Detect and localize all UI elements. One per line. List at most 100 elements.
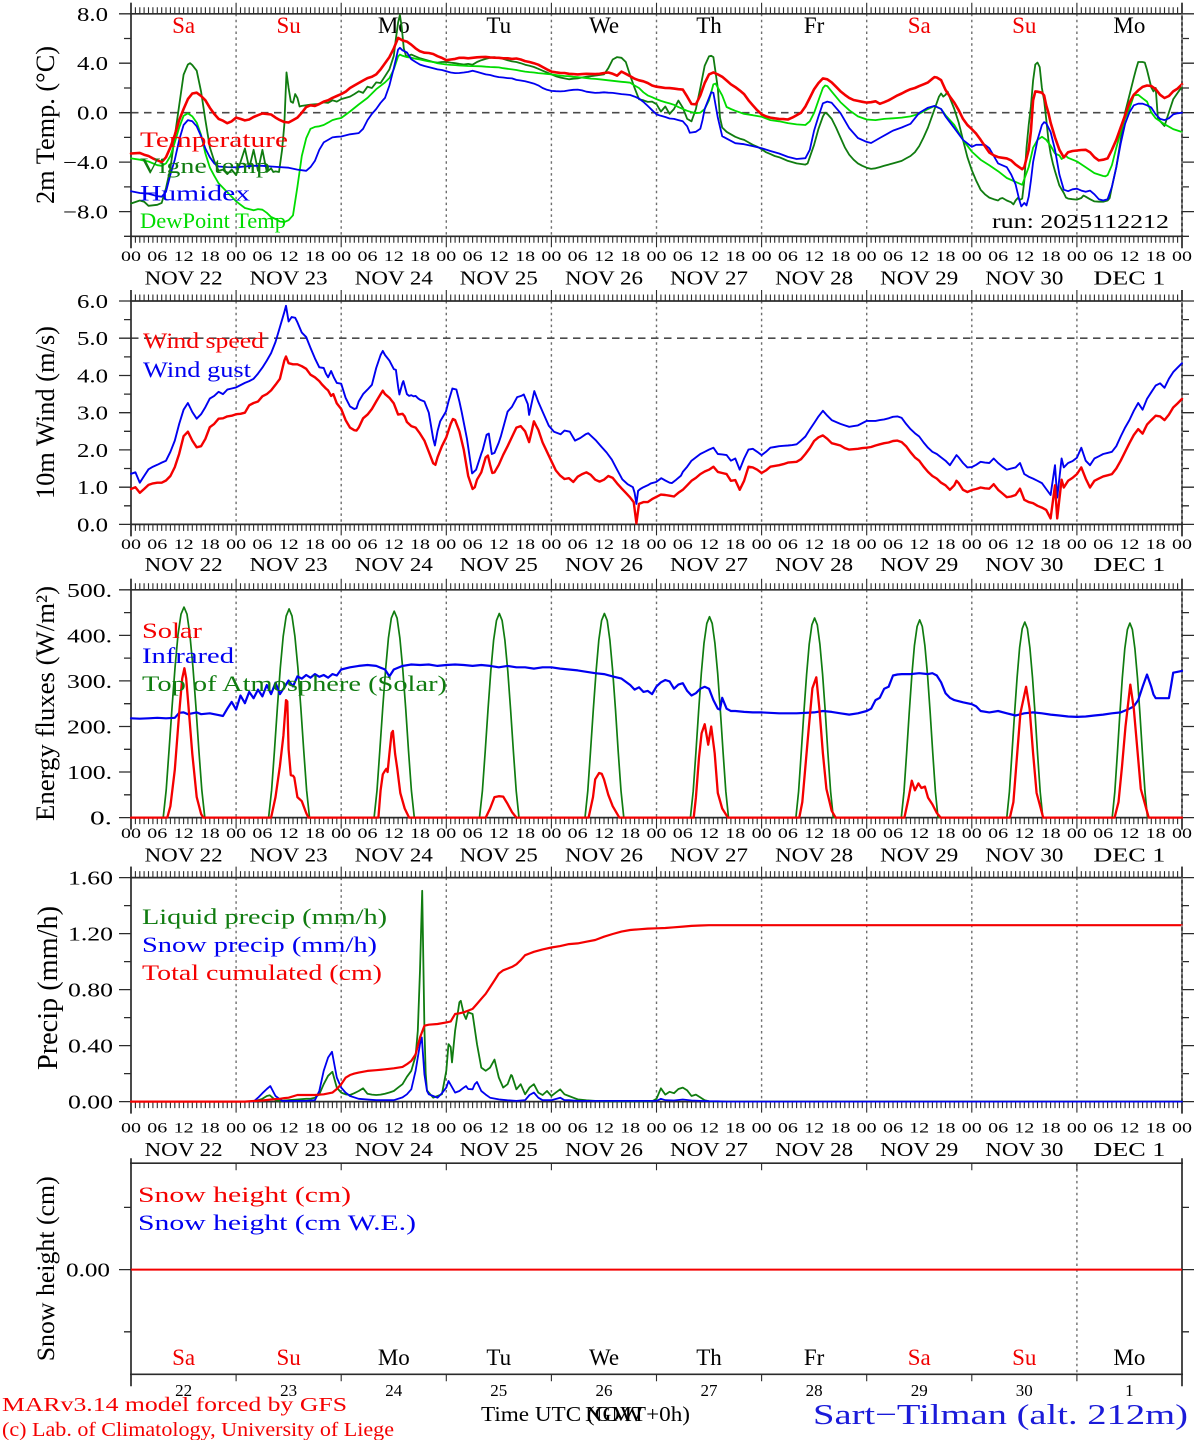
svg-text:18: 18 [620,1121,640,1137]
svg-text:NOV 27: NOV 27 [670,1139,748,1161]
svg-text:12: 12 [804,249,824,265]
svg-text:NOV 24: NOV 24 [355,1139,433,1161]
svg-text:06: 06 [358,826,379,842]
svg-text:06: 06 [463,537,484,553]
svg-text:4.0: 4.0 [77,366,108,388]
svg-text:06: 06 [252,249,273,265]
svg-text:Su: Su [1012,13,1037,38]
svg-text:00: 00 [541,1121,561,1137]
svg-text:18: 18 [1146,1121,1166,1137]
svg-text:06: 06 [778,1121,799,1137]
svg-text:Sa: Sa [908,13,931,38]
svg-text:00: 00 [962,249,982,265]
svg-text:00: 00 [121,1121,141,1137]
svg-text:Sa: Sa [172,1345,195,1370]
svg-text:06: 06 [778,249,799,265]
svg-text:Energy fluxes (W/m²): Energy fluxes (W/m²) [31,586,60,821]
svg-text:18: 18 [305,1121,325,1137]
svg-text:12: 12 [1119,537,1139,553]
svg-text:00: 00 [1067,249,1087,265]
svg-text:12: 12 [1119,826,1139,842]
svg-text:12: 12 [174,826,194,842]
svg-text:1.20: 1.20 [68,924,113,946]
svg-text:18: 18 [620,249,640,265]
svg-text:00: 00 [436,826,456,842]
svg-text:30: 30 [1016,1381,1033,1400]
svg-text:00: 00 [121,249,141,265]
svg-text:00: 00 [1172,249,1192,265]
svg-text:12: 12 [804,537,824,553]
svg-text:18: 18 [515,826,535,842]
svg-text:18: 18 [200,826,220,842]
svg-text:18: 18 [830,826,850,842]
svg-text:00: 00 [857,537,877,553]
svg-text:18: 18 [830,249,850,265]
svg-text:NOV 28: NOV 28 [775,268,853,290]
svg-text:18: 18 [410,249,430,265]
svg-text:18: 18 [936,537,956,553]
svg-text:12: 12 [489,249,509,265]
svg-text:06: 06 [147,537,168,553]
svg-text:12: 12 [489,1121,509,1137]
svg-text:Fr: Fr [804,1345,825,1370]
svg-text:00: 00 [226,826,246,842]
svg-text:12: 12 [279,1121,299,1137]
svg-text:Snow height (cm): Snow height (cm) [33,1176,60,1361]
svg-text:06: 06 [883,537,904,553]
svg-text:12: 12 [594,1121,614,1137]
svg-text:Sa: Sa [908,1345,931,1370]
svg-text:NOV 25: NOV 25 [460,845,538,867]
svg-text:200.: 200. [67,717,112,739]
svg-text:18: 18 [515,1121,535,1137]
svg-text:NOV 23: NOV 23 [250,554,328,576]
svg-text:00: 00 [436,1121,456,1137]
svg-text:00: 00 [541,826,561,842]
svg-text:06: 06 [463,826,484,842]
svg-text:12: 12 [1014,826,1034,842]
svg-text:00: 00 [962,1121,982,1137]
svg-text:00: 00 [121,826,141,842]
svg-text:18: 18 [1146,537,1166,553]
svg-text:4.0: 4.0 [77,53,108,75]
svg-text:28: 28 [806,1381,823,1400]
svg-text:Precip (mm/h): Precip (mm/h) [33,906,64,1070]
svg-text:00: 00 [647,826,667,842]
svg-text:06: 06 [358,537,379,553]
svg-text:06: 06 [252,826,273,842]
svg-text:18: 18 [830,1121,850,1137]
svg-text:18: 18 [200,249,220,265]
svg-text:06: 06 [988,249,1009,265]
svg-text:12: 12 [699,249,719,265]
svg-text:Su: Su [276,13,301,38]
svg-text:NOV 22: NOV 22 [145,268,223,290]
svg-text:06: 06 [988,826,1009,842]
svg-text:NOV 24: NOV 24 [355,268,433,290]
svg-text:18: 18 [410,1121,430,1137]
svg-text:12: 12 [909,1121,929,1137]
svg-text:Vigne temp: Vigne temp [140,153,270,178]
svg-text:Th: Th [696,13,722,38]
svg-text:DEC 1: DEC 1 [1093,268,1165,290]
svg-text:26: 26 [596,1381,613,1400]
svg-text:NOV 28: NOV 28 [775,1139,853,1161]
svg-text:NOV 24: NOV 24 [355,554,433,576]
svg-text:00: 00 [752,249,772,265]
svg-text:06: 06 [147,1121,168,1137]
svg-text:00: 00 [752,1121,772,1137]
svg-text:12: 12 [489,826,509,842]
svg-text:12: 12 [279,826,299,842]
svg-text:2.0: 2.0 [77,440,108,462]
svg-text:18: 18 [936,249,956,265]
svg-text:0.40: 0.40 [68,1036,113,1058]
svg-text:06: 06 [568,826,589,842]
svg-text:00: 00 [121,537,141,553]
svg-text:8.0: 8.0 [77,4,108,26]
svg-text:00: 00 [226,249,246,265]
svg-text:NOV 29: NOV 29 [880,268,958,290]
svg-text:0.: 0. [90,808,112,830]
svg-text:1.0: 1.0 [77,477,108,499]
svg-text:12: 12 [909,249,929,265]
svg-text:18: 18 [1041,826,1061,842]
svg-text:06: 06 [252,537,273,553]
svg-text:06: 06 [568,1121,589,1137]
